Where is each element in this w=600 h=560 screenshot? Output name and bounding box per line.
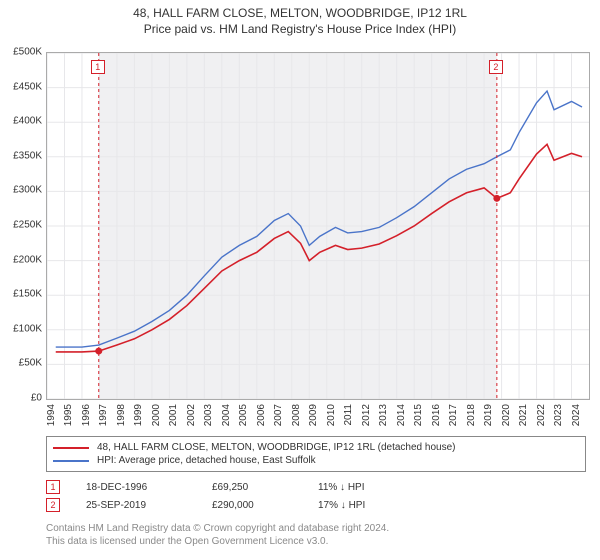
sale-marker-icon: 2 bbox=[46, 498, 60, 512]
legend-label: 48, HALL FARM CLOSE, MELTON, WOODBRIDGE,… bbox=[97, 442, 455, 453]
y-tick-label: £150K bbox=[13, 289, 42, 300]
y-tick-label: £100K bbox=[13, 323, 42, 334]
sale-row: 1 18-DEC-1996 £69,250 11% ↓ HPI bbox=[46, 478, 365, 496]
x-tick-label: 2024 bbox=[571, 404, 600, 426]
y-tick-label: £300K bbox=[13, 185, 42, 196]
chart-container: 48, HALL FARM CLOSE, MELTON, WOODBRIDGE,… bbox=[0, 0, 600, 560]
plot-svg bbox=[47, 53, 589, 399]
title-line2: Price paid vs. HM Land Registry's House … bbox=[0, 22, 600, 36]
footer-line1: Contains HM Land Registry data © Crown c… bbox=[46, 522, 389, 535]
y-tick-label: £250K bbox=[13, 220, 42, 231]
y-tick-label: £200K bbox=[13, 254, 42, 265]
sale-diff: 11% ↓ HPI bbox=[318, 482, 365, 493]
legend-swatch bbox=[53, 447, 89, 449]
sale-price: £69,250 bbox=[212, 482, 292, 493]
sale-row: 2 25-SEP-2019 £290,000 17% ↓ HPI bbox=[46, 496, 365, 514]
sale-marker-icon: 1 bbox=[46, 480, 60, 494]
legend: 48, HALL FARM CLOSE, MELTON, WOODBRIDGE,… bbox=[46, 436, 586, 472]
legend-row: 48, HALL FARM CLOSE, MELTON, WOODBRIDGE,… bbox=[53, 441, 579, 454]
sales-table: 1 18-DEC-1996 £69,250 11% ↓ HPI 2 25-SEP-2019… bbox=[46, 478, 365, 514]
legend-swatch bbox=[53, 460, 89, 462]
sale-price: £290,000 bbox=[212, 500, 292, 511]
legend-label: HPI: Average price, detached house, East… bbox=[97, 455, 316, 466]
sale-date: 25-SEP-2019 bbox=[86, 500, 186, 511]
sale-marker-2: 2 bbox=[489, 60, 503, 74]
sale-date: 18-DEC-1996 bbox=[86, 482, 186, 493]
plot-area bbox=[46, 52, 590, 400]
sale-diff: 17% ↓ HPI bbox=[318, 500, 365, 511]
y-tick-label: £50K bbox=[19, 358, 42, 369]
y-tick-label: £0 bbox=[31, 393, 42, 404]
y-tick-label: £500K bbox=[13, 47, 42, 58]
footer-line2: This data is licensed under the Open Gov… bbox=[46, 535, 389, 548]
legend-row: HPI: Average price, detached house, East… bbox=[53, 454, 579, 467]
footer: Contains HM Land Registry data © Crown c… bbox=[46, 522, 389, 548]
sale-marker-1: 1 bbox=[91, 60, 105, 74]
y-tick-label: £400K bbox=[13, 116, 42, 127]
title-line1: 48, HALL FARM CLOSE, MELTON, WOODBRIDGE,… bbox=[0, 6, 600, 20]
titles: 48, HALL FARM CLOSE, MELTON, WOODBRIDGE,… bbox=[0, 0, 600, 36]
y-tick-label: £450K bbox=[13, 81, 42, 92]
y-tick-label: £350K bbox=[13, 150, 42, 161]
